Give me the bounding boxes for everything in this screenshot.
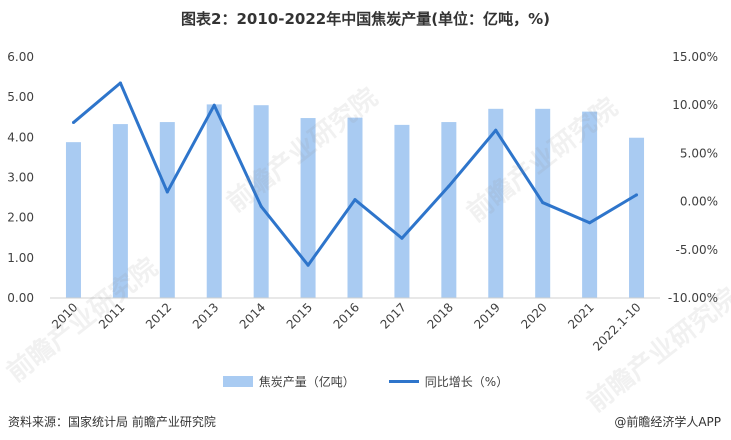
chart-canvas: 0.00 1.00 2.00 3.00 4.00 5.00 6.00 -10.00% -5.00…: [7, 50, 718, 354]
growth-point-2017: [400, 236, 404, 240]
growth-point-2014: [259, 204, 263, 208]
x-tick-label: 2012: [143, 300, 174, 331]
legend-bar-label: 焦炭产量（亿吨）: [258, 375, 355, 389]
legend-item-line: 同比增长（%）: [388, 373, 509, 390]
bar-2019: [488, 108, 504, 298]
bar-2013: [206, 104, 222, 298]
x-tick-label: 2011: [96, 300, 127, 331]
growth-point-2016: [353, 198, 357, 202]
bar-2010: [65, 142, 81, 298]
growth-point-2020: [541, 201, 545, 205]
x-tick-label: 2013: [190, 300, 221, 331]
y-left-tick-label: 1.00: [7, 251, 34, 265]
x-tick-label: 2020: [518, 300, 549, 331]
growth-point-2011: [118, 81, 122, 85]
legend-bar-swatch: [222, 376, 253, 387]
bar-2021: [582, 111, 598, 298]
chart-legend: 焦炭产量（亿吨） 同比增长（%）: [0, 373, 731, 390]
y-right-tick-label: -10.00%: [668, 291, 718, 305]
bar-2011: [112, 124, 128, 298]
y-left-tick-label: 3.00: [7, 171, 34, 185]
bar-2016: [347, 117, 363, 298]
bar-2017: [394, 124, 410, 298]
growth-point-2018: [447, 184, 451, 188]
y-left-tick-label: 2.00: [7, 211, 34, 225]
legend-item-bar: 焦炭产量（亿吨）: [222, 373, 355, 390]
growth-point-2021: [588, 221, 592, 225]
x-tick-label: 2021: [565, 300, 596, 331]
x-tick-label: 2019: [471, 300, 502, 331]
source-note: 资料来源：国家统计局 前瞻产业研究院: [8, 415, 216, 429]
growth-point-2010: [71, 121, 75, 125]
y-right-tick-label: 0.00%: [680, 195, 718, 209]
bar-2015: [300, 118, 316, 298]
bar-2014: [253, 105, 269, 298]
growth-point-2012: [165, 190, 169, 194]
y-left-tick-label: 0.00: [7, 291, 34, 305]
x-tick-label: 2015: [284, 300, 315, 331]
y-left-tick-label: 6.00: [7, 50, 34, 64]
x-tick-label: 2014: [237, 300, 268, 331]
y-right-tick-label: 5.00%: [680, 146, 718, 160]
bar-2022.1-10: [629, 137, 645, 298]
legend-line-swatch: [388, 380, 419, 383]
growth-point-2013: [212, 103, 216, 107]
y-left-tick-label: 4.00: [7, 130, 34, 144]
y-right-tick-label: -5.00%: [676, 243, 718, 257]
x-tick-label: 2018: [424, 300, 455, 331]
growth-point-2019: [494, 128, 498, 132]
y-right-tick-label: 10.00%: [672, 98, 718, 112]
y-right-tick-label: 15.00%: [672, 50, 718, 64]
x-tick-label: 2016: [331, 300, 362, 331]
x-tick-label: 2022.1-10: [590, 300, 643, 353]
x-tick-label: 2017: [378, 300, 409, 331]
x-tick-label: 2010: [49, 300, 80, 331]
y-left-tick-label: 5.00: [7, 90, 34, 104]
growth-point-2015: [306, 263, 310, 267]
growth-point-2022.1-10: [635, 193, 639, 197]
legend-line-label: 同比增长（%）: [424, 375, 509, 389]
chart-title: 图表2：2010-2022年中国焦炭产量(单位：亿吨，%): [181, 10, 550, 28]
bar-2012: [159, 122, 175, 298]
brand-note: @前瞻经济学人APP: [614, 415, 721, 429]
bar-2018: [441, 122, 457, 298]
